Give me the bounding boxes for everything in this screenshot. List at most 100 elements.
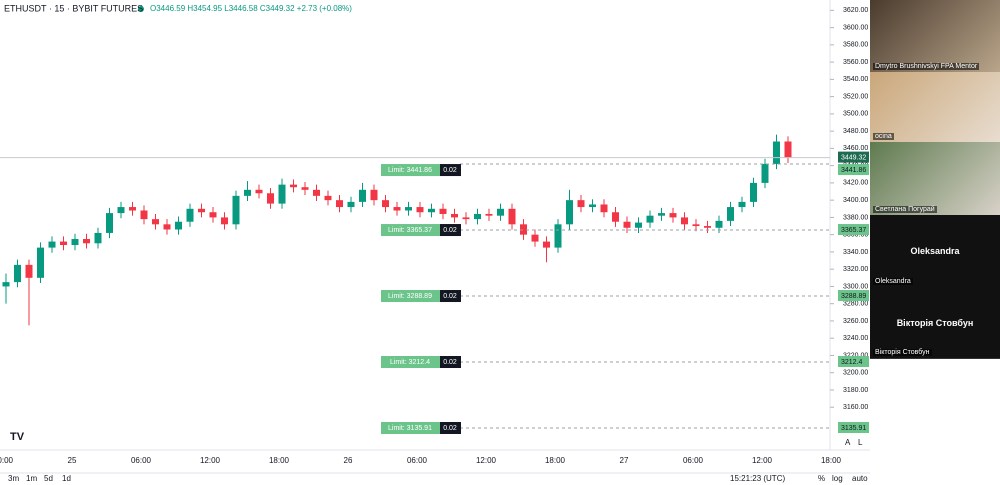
y-tick-label: 3280.00 [843,301,868,308]
order-qty: 0.02 [443,359,457,366]
candle-body [497,208,504,216]
candle-body [704,226,711,228]
candle-body [612,212,619,222]
video-tile: ocina [870,72,1000,143]
candle-body [60,241,67,246]
order-qty: 0.02 [443,425,457,432]
participant-name: Светлана Погурай [873,206,937,213]
candle-body [106,213,113,233]
toolbar-auto: auto [852,474,868,483]
y-tick-label: 3600.00 [843,24,868,31]
tile-label: Вікторія Стовбун [896,317,974,328]
participant-name: Oleksandra [873,278,913,285]
last-price-tag [838,151,869,163]
y-tick-label: 3520.00 [843,93,868,100]
candle-body [589,204,596,208]
toolbar-percent: % [818,474,825,483]
candle-body [255,189,263,194]
participant-name: Dmytro Brushnivskyi FPA Mentor [873,63,980,70]
last-price-label: 3449.32 [841,154,866,161]
x-tick-label: 25 [68,456,77,465]
candle-body [531,234,539,242]
x-tick-label: 06:00 [683,456,704,465]
video-tile: Светлана Погурай [870,142,1000,216]
candle-body [163,224,171,230]
axis-l: L [858,438,863,447]
order-qty: 0.02 [443,293,457,300]
y-tick-label: 3160.00 [843,404,868,411]
candle-body [784,141,792,158]
candle-body [140,210,148,220]
range-button[interactable]: 5d [44,474,53,483]
candle-body [232,195,240,225]
logo: TV [10,431,25,443]
candle-body [14,264,21,283]
candle-body [416,207,424,213]
order-box [381,224,440,237]
candle-body [761,163,769,183]
candle-body [738,201,746,208]
candle-body [451,213,458,218]
order-label: Limit: 3135.91 [388,425,432,432]
order-box [381,421,440,434]
candle-body [129,207,136,211]
x-tick-label: 12:00 [752,456,773,465]
order-qty-box [440,421,461,434]
x-tick-label: 00:00 [0,456,14,465]
x-tick-label: 18:00 [545,456,566,465]
y-tick-label: 3560.00 [843,59,868,66]
candle-body [198,208,205,213]
y-tick-label: 3220.00 [843,352,868,359]
range-button[interactable]: 3m [8,474,19,483]
y-tick-label: 3200.00 [843,370,868,377]
order-label: Limit: 3365.37 [388,227,432,234]
order-price: 3212.4 [841,359,863,366]
candle-body [94,232,102,244]
candle-body [359,189,366,202]
y-tick-label: 3540.00 [843,76,868,83]
x-tick-label: 12:00 [200,456,221,465]
y-tick-label: 3400.00 [843,197,868,204]
y-tick-label: 3420.00 [843,180,868,187]
order-label: Limit: 3212.4 [390,359,430,366]
candle-body [428,208,435,213]
candle-body [727,207,734,221]
y-tick-label: 3240.00 [843,335,868,342]
range-button[interactable]: 1m [26,474,37,483]
toolbar-clock: 15:21:23 (UTC) [730,474,785,483]
candle-body [462,217,470,220]
y-tick-label: 3580.00 [843,42,868,49]
y-tick-label: 3480.00 [843,128,868,135]
candle-body [25,264,33,278]
candle-body [152,219,159,225]
participant-name: ocina [873,133,894,140]
chart: ETHUSDT · 15 · BYBIT FUTURES O3446.59 H3… [0,0,870,483]
candle-body [646,215,654,223]
candle-body [83,238,90,244]
candle-body [336,200,343,208]
candle-body [485,213,493,216]
range-button[interactable]: 1d [62,474,71,483]
candle-body [324,195,332,201]
candle-body [175,221,182,230]
order-box [381,356,440,369]
video-tile: Dmytro Brushnivskyi FPA Mentor [870,0,1000,73]
candle-body [301,187,309,190]
y-tick-label: 3620.00 [843,7,868,14]
y-tick-label: 3260.00 [843,318,868,325]
y-tick-label: 3460.00 [843,145,868,152]
candle-body [382,200,389,208]
order-qty-box [440,224,461,237]
order-qty-box [440,290,461,303]
participant-name: Вікторія Стовбун [873,349,932,356]
candle-body [2,282,10,287]
candle-body [393,207,401,211]
order-price: 3441.86 [841,167,866,174]
candle-body [554,224,562,248]
candle-body [347,201,355,208]
order-price-tag [838,421,869,433]
market-dot [138,6,144,12]
candle-body [290,184,297,188]
candle-body [267,193,274,204]
